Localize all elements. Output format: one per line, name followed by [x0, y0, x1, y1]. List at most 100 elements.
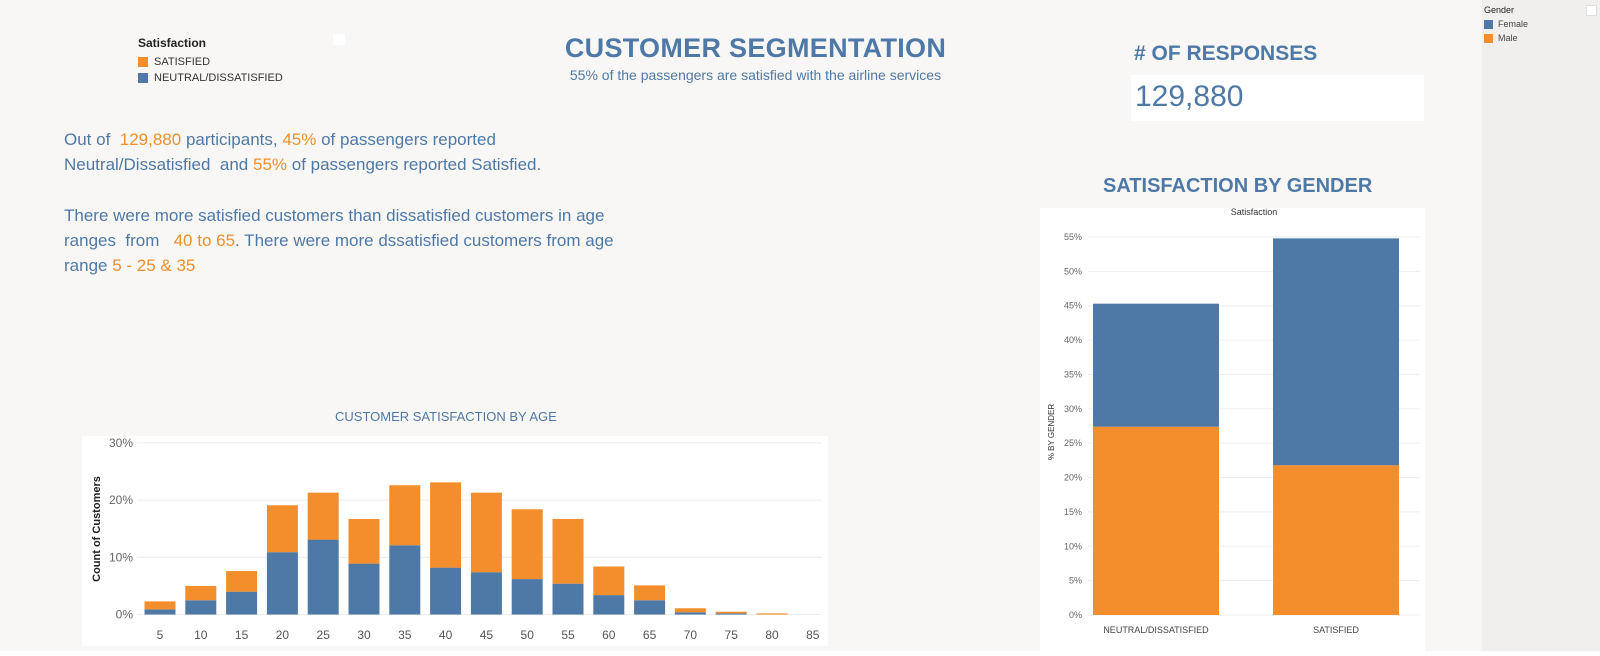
gender-bar-female[interactable]	[1093, 303, 1219, 427]
legend-swatch-female	[1484, 19, 1493, 29]
summary-run: range	[64, 256, 113, 275]
legend-label-female: Female	[1498, 19, 1529, 29]
summary-run: 129,880	[115, 130, 182, 149]
age-bar-neutral[interactable]	[593, 595, 625, 615]
satisfaction-legend[interactable]: Satisfaction SATISFIED NEUTRAL/DISSATISF…	[138, 36, 283, 86]
legend-label-satisfied: SATISFIED	[154, 56, 211, 68]
x-tick-label: 70	[684, 628, 698, 642]
panel-toggle[interactable]	[1586, 5, 1597, 16]
summary-run: ranges from	[64, 231, 169, 250]
x-tick-label: 10	[194, 628, 208, 642]
age-bar-satisfied[interactable]	[430, 482, 462, 568]
legend-item-female[interactable]: Female	[1484, 17, 1528, 31]
legend-item-male[interactable]: Male	[1484, 31, 1528, 45]
x-tick-label: 20	[276, 628, 290, 642]
gender-chart-panel[interactable]: Satisfaction 0% 5% 10% 15% 20% 25% 30% 35% 40% 45%…	[1040, 207, 1425, 651]
x-tick-label: 35	[398, 628, 412, 642]
y-axis-label: % BY GENDER	[1047, 404, 1056, 461]
y-tick-label: 50%	[1064, 266, 1082, 276]
y-tick-label: 30%	[1064, 404, 1082, 414]
age-bar-satisfied[interactable]	[511, 509, 543, 580]
summary-run: 45%	[282, 130, 317, 149]
age-bar-satisfied[interactable]	[185, 585, 217, 601]
x-tick-label: 60	[602, 628, 616, 642]
legend-label-neutral: NEUTRAL/DISSATISFIED	[154, 72, 283, 84]
legend-swatch-male	[1484, 33, 1493, 43]
age-bar-satisfied[interactable]	[634, 585, 666, 601]
age-bar-neutral[interactable]	[715, 613, 747, 615]
age-bar-satisfied[interactable]	[715, 611, 747, 614]
age-bar-neutral[interactable]	[266, 552, 298, 615]
age-bar-satisfied[interactable]	[593, 566, 625, 596]
age-chart-panel[interactable]: 0% 10% 20% 30% Count of Customers 5 10 15 20 25 30…	[82, 436, 828, 646]
age-bar-satisfied[interactable]	[307, 492, 339, 540]
legend-item-satisfied[interactable]: SATISFIED	[138, 54, 283, 70]
y-tick-label: 10%	[109, 550, 133, 564]
gender-chart-title: SATISFACTION BY GENDER	[1103, 175, 1373, 197]
x-tick-label: 80	[765, 628, 779, 642]
age-bar-neutral[interactable]	[348, 563, 380, 615]
age-bar-satisfied[interactable]	[226, 571, 258, 592]
y-tick-label: 15%	[1064, 507, 1082, 517]
filter-checkbox[interactable]	[333, 34, 345, 45]
legend-item-neutral[interactable]: NEUTRAL/DISSATISFIED	[138, 70, 283, 86]
age-bar-satisfied[interactable]	[348, 518, 380, 564]
age-bar-neutral[interactable]	[674, 612, 706, 615]
x-tick-label: 85	[806, 628, 820, 642]
age-bar-neutral[interactable]	[185, 600, 217, 615]
y-tick-label: 10%	[1064, 541, 1082, 551]
age-bar-satisfied[interactable]	[756, 613, 788, 615]
gender-bar-male[interactable]	[1093, 426, 1219, 615]
legend-sidebar	[1482, 0, 1600, 651]
x-tick-label: SATISFIED	[1313, 625, 1359, 635]
x-tick-label: 75	[725, 628, 739, 642]
y-tick-label: 0%	[116, 608, 134, 622]
summary-run: . There were more dssatisfied customers …	[235, 231, 614, 250]
y-tick-label: 20%	[1064, 473, 1082, 483]
x-tick-label: NEUTRAL/DISSATISFIED	[1103, 625, 1209, 635]
summary-run: of passengers reported	[316, 130, 496, 149]
legend-swatch-satisfied	[138, 57, 148, 67]
age-bar-neutral[interactable]	[511, 579, 543, 615]
age-bar-satisfied[interactable]	[552, 518, 584, 584]
legend-label-male: Male	[1498, 33, 1518, 43]
y-tick-label: 40%	[1064, 335, 1082, 345]
age-bar-satisfied[interactable]	[389, 485, 421, 546]
age-chart[interactable]: 0% 10% 20% 30% Count of Customers 5 10 15 20 25 30…	[82, 436, 828, 646]
age-bar-neutral[interactable]	[430, 567, 462, 615]
responses-value: 129,880	[1135, 80, 1244, 113]
y-tick-label: 20%	[109, 493, 133, 507]
age-bar-satisfied[interactable]	[144, 601, 176, 610]
summary-run: 55%	[252, 155, 288, 174]
y-tick-label: 5%	[1069, 576, 1082, 586]
age-bar-neutral[interactable]	[634, 600, 666, 615]
summary-run: of passengers reported Satisfied.	[287, 155, 542, 174]
gender-bar-male[interactable]	[1273, 465, 1399, 615]
x-tick-label: 45	[480, 628, 494, 642]
gender-bar-female[interactable]	[1273, 238, 1399, 466]
x-tick-label: 65	[643, 628, 657, 642]
x-tick-label: 55	[561, 628, 575, 642]
legend-swatch-neutral	[138, 73, 148, 83]
gender-legend[interactable]: Gender Female Male	[1484, 5, 1528, 45]
age-bar-satisfied[interactable]	[266, 505, 298, 553]
x-tick-label: 40	[439, 628, 453, 642]
age-bar-neutral[interactable]	[389, 545, 421, 615]
summary-run: There were more satisfied customers than…	[64, 206, 605, 225]
age-bar-satisfied[interactable]	[470, 492, 502, 573]
age-bar-neutral[interactable]	[144, 609, 176, 615]
age-bar-neutral[interactable]	[307, 539, 339, 615]
summary-run: Neutral/Dissatisfied and	[64, 155, 253, 174]
age-bar-neutral[interactable]	[552, 583, 584, 615]
age-bar-neutral[interactable]	[226, 591, 258, 615]
gender-legend-title: Gender	[1484, 5, 1515, 15]
gender-chart[interactable]: Satisfaction 0% 5% 10% 15% 20% 25% 30% 35% 40% 45%…	[1040, 207, 1425, 651]
y-tick-label: 30%	[109, 436, 133, 450]
y-tick-label: 0%	[1069, 610, 1082, 620]
gender-chart-subtitle: Satisfaction	[1231, 208, 1278, 217]
age-bar-satisfied[interactable]	[674, 608, 706, 613]
summary-run: 5 - 25 & 35	[112, 256, 196, 275]
age-bar-neutral[interactable]	[470, 572, 502, 615]
x-tick-label: 25	[317, 628, 331, 642]
x-tick-label: 15	[235, 628, 249, 642]
